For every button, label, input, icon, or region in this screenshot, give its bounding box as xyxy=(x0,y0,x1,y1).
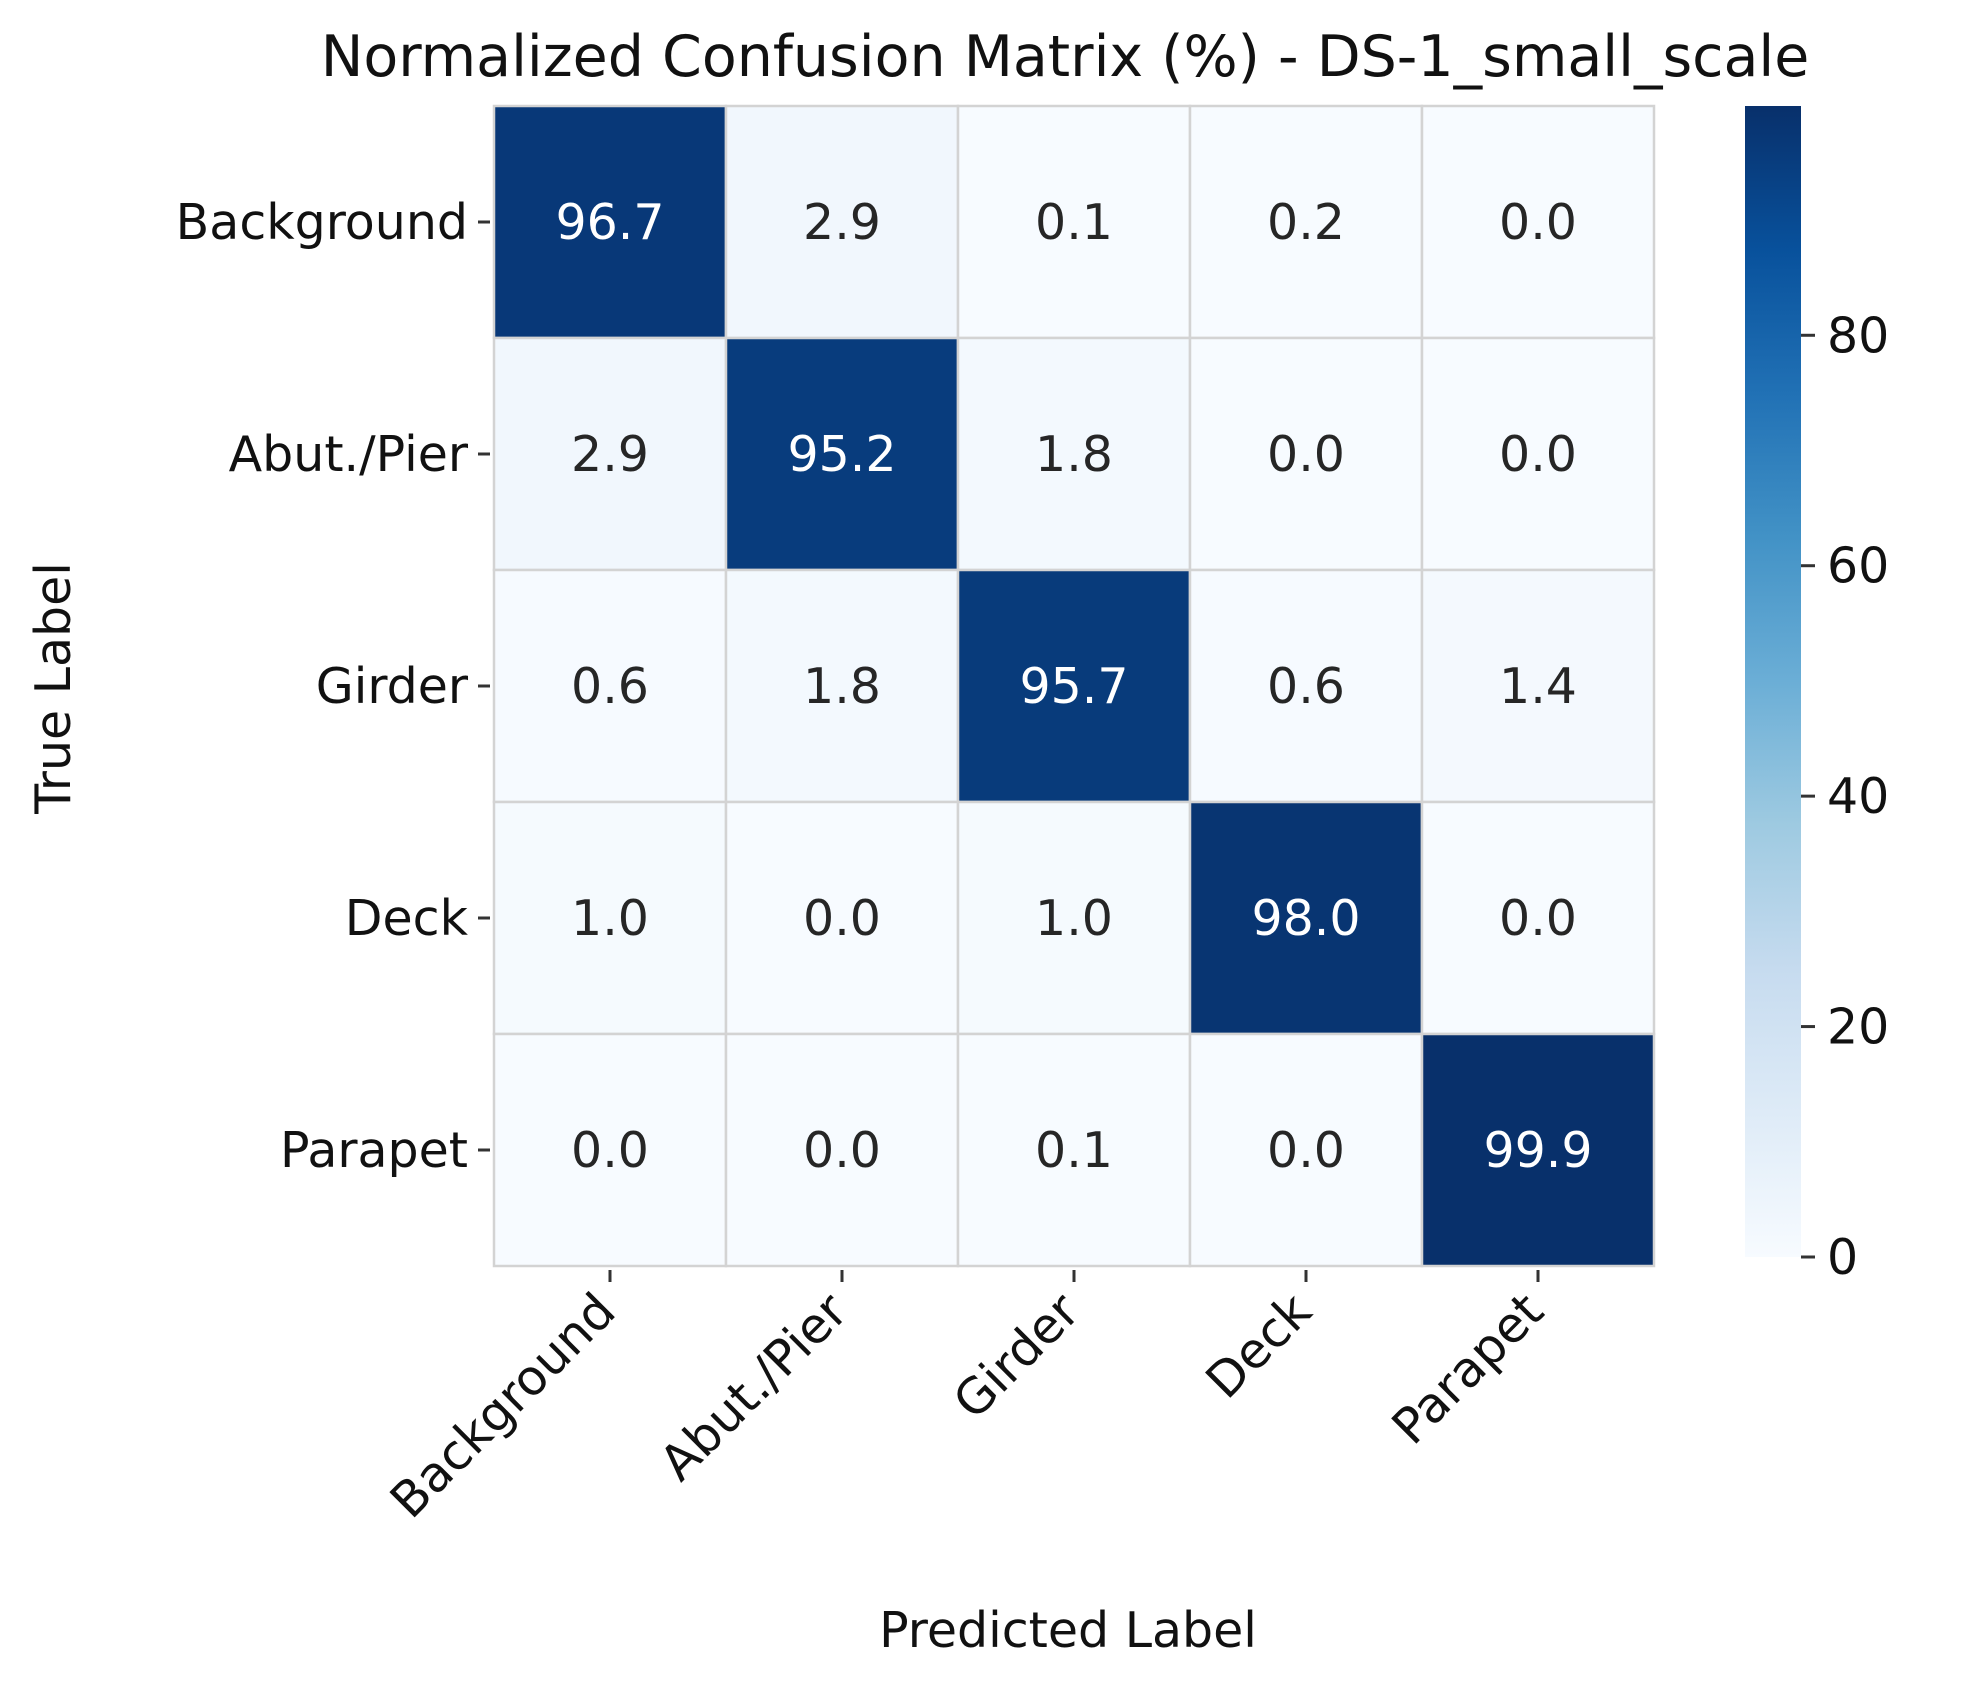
colorbar-tick-label: 80 xyxy=(1827,307,1889,364)
heatmap-cell xyxy=(956,1032,1192,1268)
heatmap-cell xyxy=(1420,568,1656,804)
heatmap-cell xyxy=(1420,800,1656,1036)
cell-value-label: 96.7 xyxy=(555,194,664,251)
cell-value-label: 98.0 xyxy=(1251,890,1360,947)
x-tick-label: Girder xyxy=(943,1282,1092,1431)
y-tick-label: Abut./Pier xyxy=(229,426,469,483)
cell-value-label: 95.2 xyxy=(787,426,896,483)
heatmap-cell xyxy=(492,1032,728,1268)
y-tick-label: Girder xyxy=(316,658,469,715)
heatmap-cell xyxy=(492,800,728,1036)
heatmap-cell xyxy=(724,104,960,340)
cell-value-label: 1.8 xyxy=(1035,426,1113,483)
cell-value-label: 0.0 xyxy=(1499,890,1577,947)
cell-value-label: 0.6 xyxy=(571,658,649,715)
cell-value-label: 0.0 xyxy=(803,890,881,947)
cell-value-label: 0.6 xyxy=(1267,658,1345,715)
cell-value-label: 0.2 xyxy=(1267,194,1345,251)
heatmap-cells xyxy=(492,104,1656,1268)
chart-title: Normalized Confusion Matrix (%) - DS-1_s… xyxy=(321,24,1810,90)
y-tick-label: Background xyxy=(176,194,468,251)
x-tick-label: Parapet xyxy=(1381,1282,1554,1455)
cell-value-label: 0.0 xyxy=(1267,1122,1345,1179)
y-tick-label: Deck xyxy=(345,890,469,947)
colorbar-tick-label: 40 xyxy=(1827,768,1889,825)
heatmap-cell xyxy=(956,568,1192,804)
heatmap-cell xyxy=(724,1032,960,1268)
y-axis-ticks: Background Abut./Pier Girder Deck Parapet xyxy=(176,194,490,1179)
heatmap-cell xyxy=(492,336,728,572)
x-tick-label: Abut./Pier xyxy=(649,1282,859,1492)
heatmap-cell xyxy=(1420,104,1656,340)
y-tick-label: Parapet xyxy=(280,1122,468,1179)
cell-value-label: 0.1 xyxy=(1035,1122,1113,1179)
colorbar xyxy=(1745,106,1801,1257)
heatmap-cell xyxy=(724,568,960,804)
cell-value-label: 0.0 xyxy=(1267,426,1345,483)
cell-value-label: 99.9 xyxy=(1483,1122,1592,1179)
colorbar-tick-label: 0 xyxy=(1827,1229,1858,1286)
heatmap-cell xyxy=(956,104,1192,340)
heatmap-cell xyxy=(956,336,1192,572)
cell-value-label: 0.0 xyxy=(1499,194,1577,251)
heatmap-cell xyxy=(1420,336,1656,572)
cell-value-label: 0.0 xyxy=(1499,426,1577,483)
heatmap-cell xyxy=(1188,800,1424,1036)
x-axis-ticks: Background Abut./Pier Girder Deck Parapet xyxy=(379,1270,1554,1529)
colorbar-tick-label: 60 xyxy=(1827,538,1889,595)
cell-value-label: 1.0 xyxy=(571,890,649,947)
cell-value-label: 1.4 xyxy=(1499,658,1577,715)
x-tick-label: Deck xyxy=(1195,1282,1323,1410)
cell-value-label: 95.7 xyxy=(1019,658,1128,715)
cell-value-label: 0.0 xyxy=(571,1122,649,1179)
cell-value-label: 0.1 xyxy=(1035,194,1113,251)
cell-value-label: 1.8 xyxy=(803,658,881,715)
y-axis-label: True Label xyxy=(25,562,82,815)
x-tick-label: Background xyxy=(379,1282,626,1529)
heatmap-cell xyxy=(1420,1032,1656,1268)
cell-value-label: 2.9 xyxy=(571,426,649,483)
heatmap-cell-labels: 96.7 2.9 0.1 0.2 0.0 2.9 95.2 1.8 0.0 0.0 0.6 1.8 95… xyxy=(555,194,1592,1179)
heatmap-cell xyxy=(1188,104,1424,340)
colorbar-tick-label: 20 xyxy=(1827,999,1889,1056)
cell-value-label: 2.9 xyxy=(803,194,881,251)
heatmap-cell xyxy=(1188,568,1424,804)
heatmap-cell xyxy=(492,104,728,340)
cell-value-label: 0.0 xyxy=(803,1122,881,1179)
x-axis-label: Predicted Label xyxy=(879,1602,1257,1659)
heatmap-cell xyxy=(956,800,1192,1036)
cell-value-label: 1.0 xyxy=(1035,890,1113,947)
heatmap-cell xyxy=(724,800,960,1036)
colorbar-ticks: 0 20 40 60 80 xyxy=(1801,307,1889,1286)
